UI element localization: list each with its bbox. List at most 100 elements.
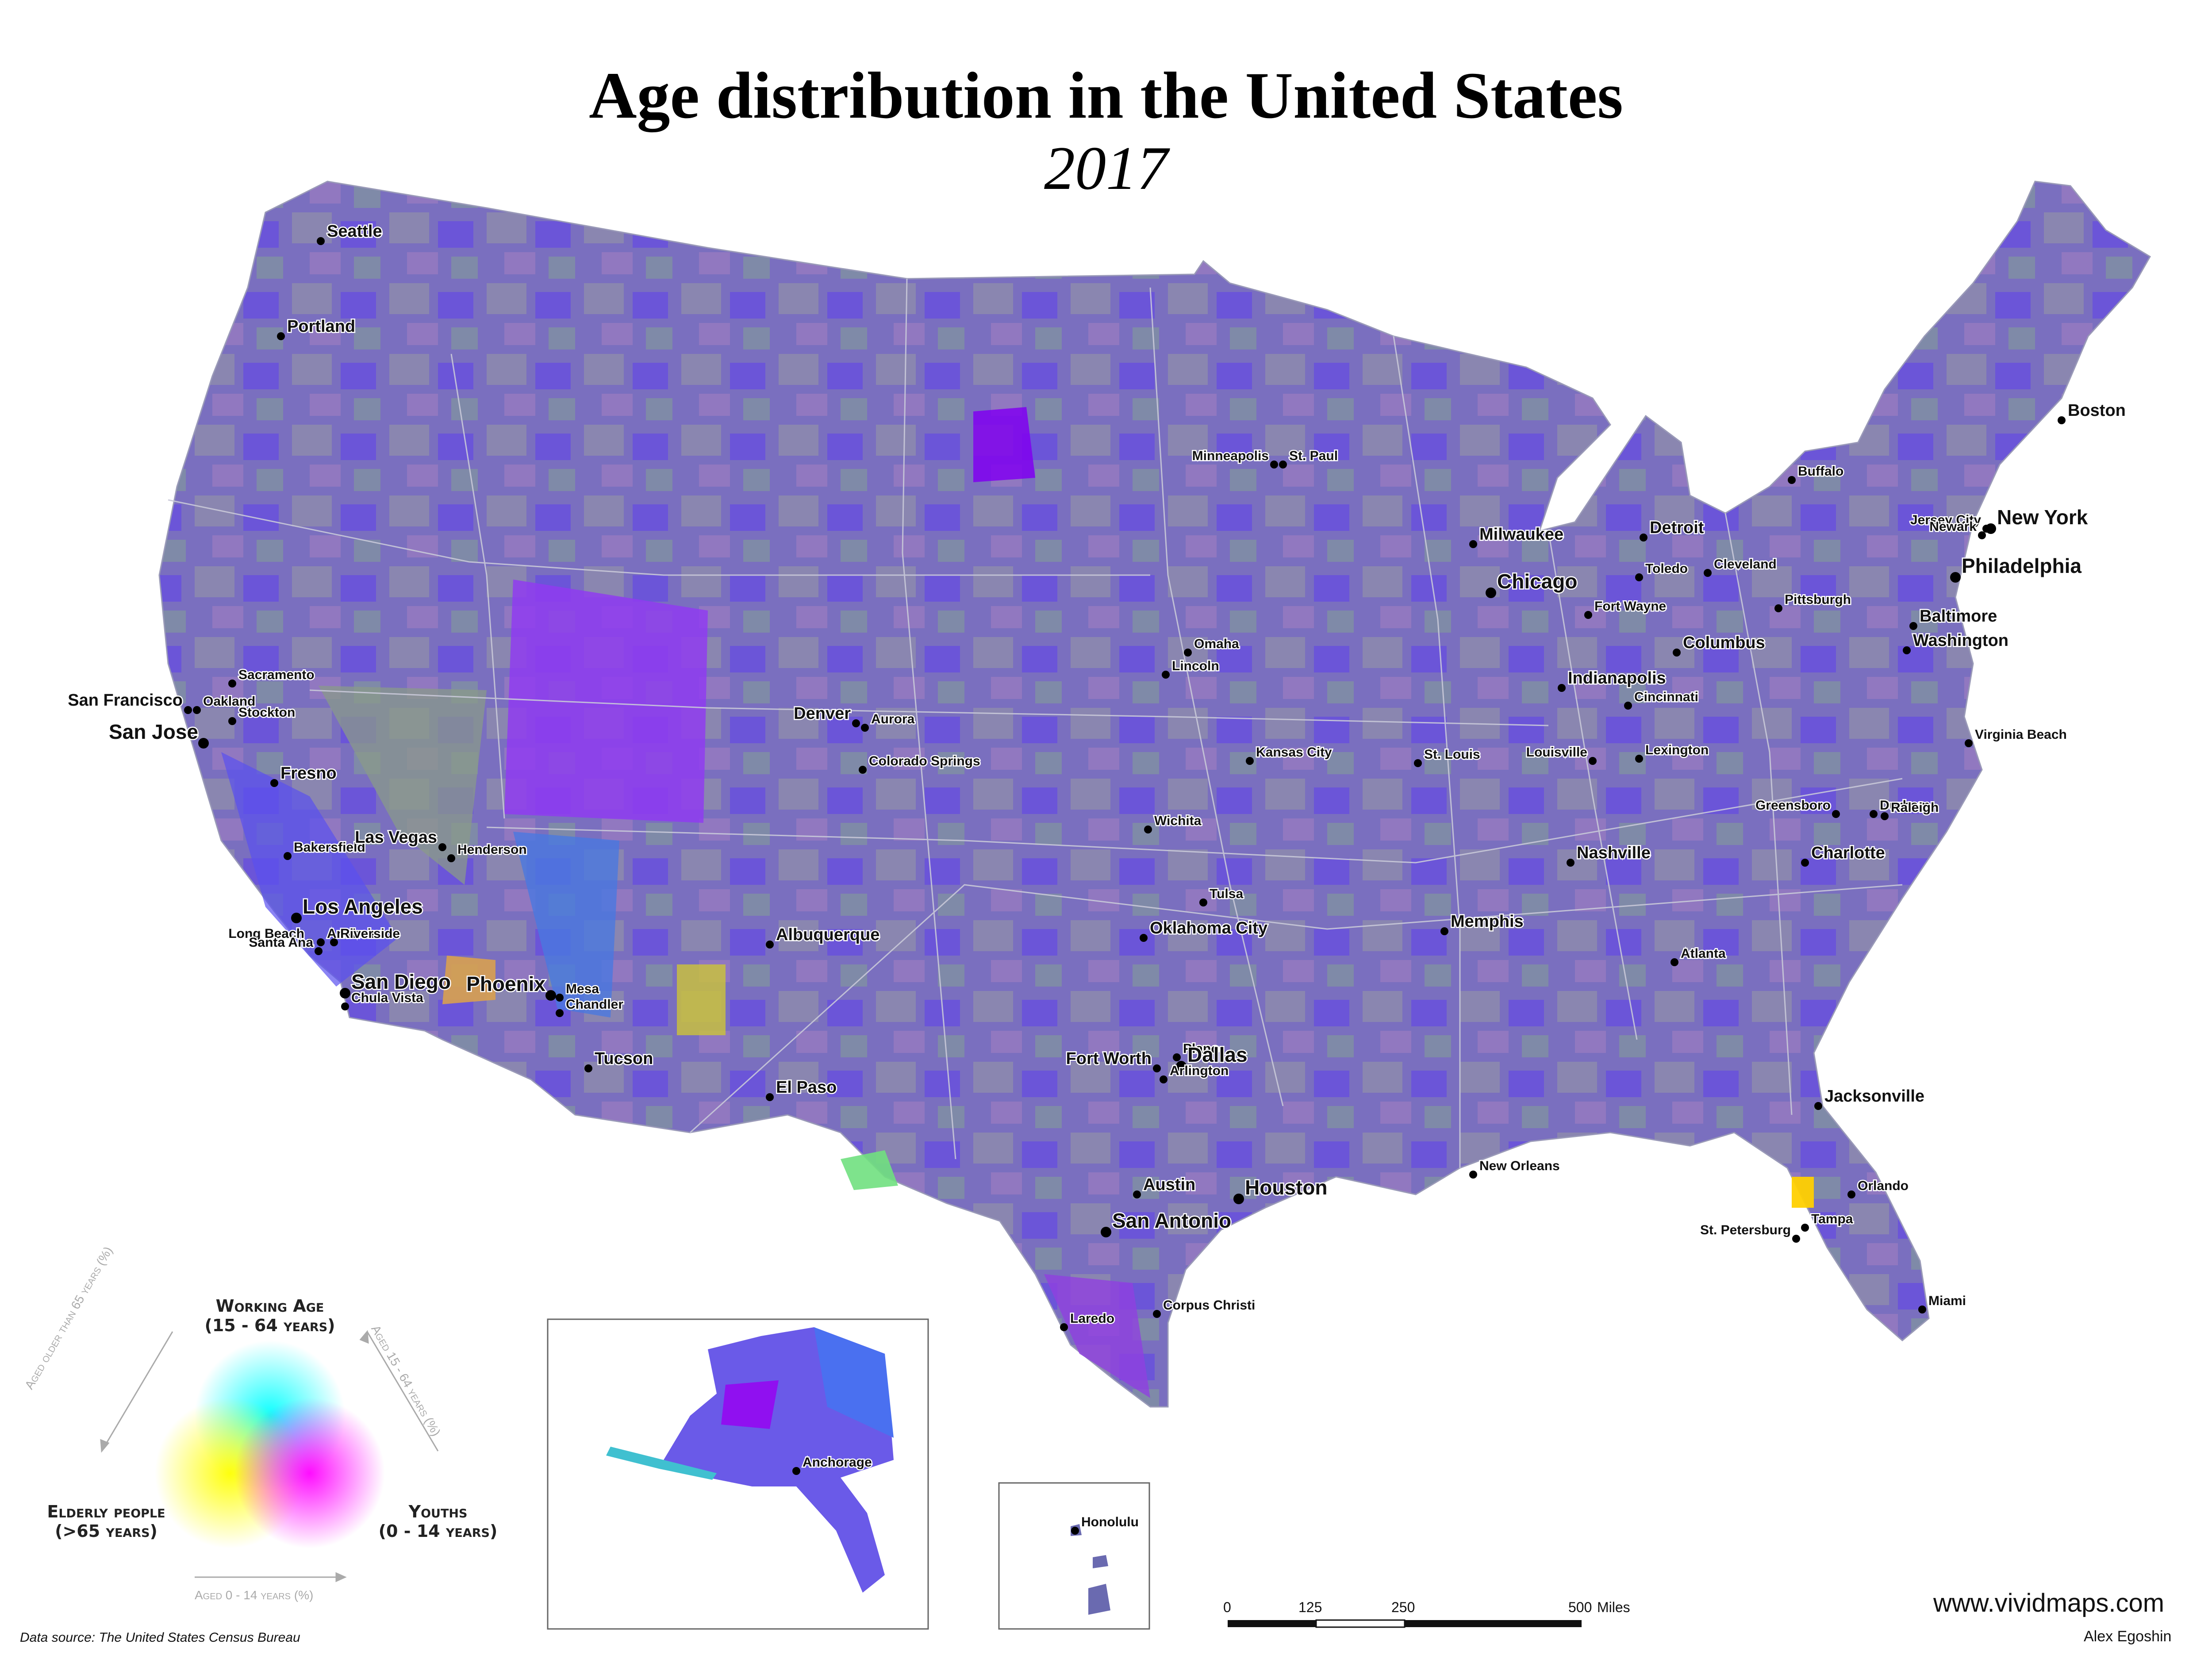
city-washington: Washington (1903, 630, 2010, 654)
aleutian-islands (606, 1447, 717, 1480)
city-omaha: Omaha (1184, 636, 1240, 657)
city-marker (1144, 826, 1152, 833)
city-jersey-city: Jersey City (1909, 512, 1990, 533)
city-laredo: Laredo (1060, 1310, 1116, 1331)
city-marker (1133, 1190, 1141, 1198)
city-label: Fort Worth (1066, 1049, 1152, 1068)
city-marker (1589, 757, 1597, 765)
city-marker (1558, 684, 1566, 692)
city-label: Nashville (1577, 844, 1651, 862)
city-label: Jacksonville (1824, 1087, 1924, 1106)
city-riverside: Riverside (330, 926, 401, 946)
city-marker (584, 1064, 592, 1072)
city-anaheim: Anaheim (317, 926, 384, 946)
city-dallas: Dallas (1176, 1042, 1248, 1071)
cities-layer: Seattle Portland Sacramento San Francisco Oa… (67, 221, 2127, 1535)
city-raleigh: Raleigh (1881, 799, 1940, 820)
city-marker (1160, 1075, 1167, 1083)
city-label: Tucson (595, 1049, 653, 1068)
city-label: Washington (1913, 631, 2008, 650)
city-label: Minneapolis (1192, 449, 1269, 463)
website: www.vividmaps.com (1933, 1589, 2165, 1617)
scale-tick-500: 500 (1568, 1599, 1592, 1615)
city-atlanta: Atlanta (1671, 945, 1727, 966)
city-marker (1774, 604, 1782, 612)
city-marker (447, 854, 455, 862)
city-label: Houston (1245, 1176, 1328, 1199)
city-pittsburgh: Pittsburgh (1774, 591, 1852, 612)
scale-unit: Miles (1597, 1599, 1630, 1615)
city-label: Lexington (1645, 743, 1709, 757)
city-miami: Miami (1918, 1293, 1967, 1313)
city-austin: Austin (1133, 1175, 1197, 1198)
city-marker (317, 237, 325, 245)
city-lincoln: Lincoln (1162, 658, 1220, 679)
scale-tick-125: 125 (1298, 1599, 1322, 1615)
axis-youth-label: Aged 0 - 14 years (%) (195, 1588, 314, 1602)
city-marker (1060, 1323, 1068, 1331)
city-new-york: New York (1985, 505, 2089, 534)
author: Alex Egoshin (2084, 1628, 2172, 1645)
region-purple-dakota (973, 407, 1035, 482)
city-marker (1184, 649, 1192, 657)
city-marker (1071, 1527, 1079, 1535)
city-anchorage: Anchorage (792, 1454, 873, 1475)
city-toledo: Toledo (1635, 561, 1689, 581)
scale-tick-0: 0 (1223, 1599, 1231, 1615)
legend-arrows (100, 1330, 439, 1582)
city-label: Corpus Christi (1163, 1298, 1255, 1313)
city-marker (1801, 1224, 1809, 1232)
city-aurora: Aurora (861, 711, 916, 732)
city-label: Greensboro (1755, 798, 1831, 813)
city-indianapolis: Indianapolis (1558, 668, 1667, 692)
city-kansas-city: Kansas City (1246, 744, 1333, 765)
city-label: Lincoln (1172, 659, 1219, 673)
city-cleveland: Cleveland (1704, 556, 1778, 577)
legend-youths-label: Youths (408, 1502, 468, 1521)
city-louisville: Louisville (1525, 744, 1597, 765)
city-label: Boston (2068, 401, 2126, 420)
city-el-paso: El Paso (766, 1077, 838, 1101)
hawaii-inset-frame (998, 1482, 1150, 1630)
city-marker (228, 680, 236, 687)
region-blue-california (221, 752, 398, 987)
city-las-vegas: Las Vegas (354, 827, 446, 851)
region-yellow-newmexico (677, 964, 726, 1035)
city-plano: Plano (1173, 1041, 1220, 1061)
city-label: Baltimore (1920, 607, 1997, 626)
city-marker (1965, 739, 1973, 747)
city-oakland: Oakland (193, 693, 257, 714)
city-label: Tulsa (1210, 887, 1243, 901)
city-marker (1881, 812, 1889, 820)
city-honolulu: Honolulu (1071, 1514, 1140, 1535)
city-marker (184, 706, 192, 714)
city-label: Tampa (1811, 1212, 1853, 1226)
city-marker (284, 852, 292, 860)
city-label: Cincinnati (1634, 690, 1698, 704)
city-jacksonville: Jacksonville (1814, 1086, 1926, 1110)
city-label: Anchorage (803, 1455, 872, 1470)
city-detroit: Detroit (1640, 518, 1705, 541)
us-landmass (158, 180, 2151, 1408)
city-fresno: Fresno (270, 763, 338, 787)
city-marker (1101, 1227, 1111, 1237)
city-marker (1801, 859, 1809, 867)
city-bakersfield: Bakersfield (284, 839, 366, 860)
city-marker (1704, 569, 1712, 577)
city-oklahoma-city: Oklahoma City (1140, 918, 1269, 942)
city-new-orleans: New Orleans (1469, 1158, 1561, 1179)
city-marker (545, 990, 556, 1001)
city-label: Riverside (340, 926, 400, 941)
city-houston: Houston (1233, 1175, 1329, 1204)
city-label: Fort Wayne (1594, 599, 1666, 614)
city-label: St. Paul (1289, 449, 1338, 463)
city-chicago: Chicago (1486, 569, 1578, 598)
city-fort-wayne: Fort Wayne (1584, 598, 1667, 619)
city-label: Portland (287, 317, 355, 336)
city-label: Buffalo (1798, 464, 1843, 479)
city-marker (277, 332, 285, 340)
city-label: Arlington (1170, 1064, 1229, 1078)
city-label: Atlanta (1681, 946, 1726, 961)
city-label: Phoenix (466, 972, 545, 995)
